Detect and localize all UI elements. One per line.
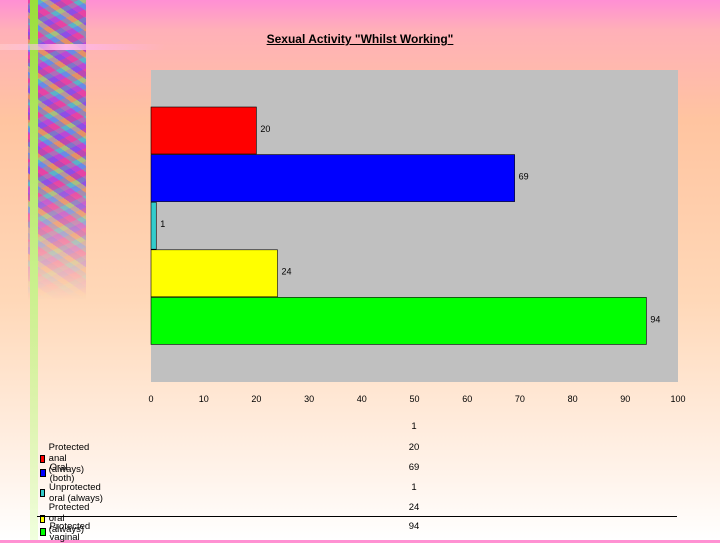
decorative-vertical-bar: [30, 0, 38, 540]
x-tick-label: 50: [409, 394, 419, 404]
legend-swatch: [40, 454, 45, 463]
table-row-label: Protected anal (always): [48, 442, 90, 475]
x-tick-label: 0: [148, 394, 153, 404]
bar-5: [150, 297, 647, 345]
data-label: 1: [160, 219, 165, 229]
x-tick-label: 90: [620, 394, 630, 404]
x-tick-label: 80: [568, 394, 578, 404]
bar-2: [150, 154, 515, 202]
table-row-label: Protected vaginal: [49, 521, 91, 543]
x-tick-label: 60: [462, 394, 472, 404]
decorative-horizontal-bar: [0, 44, 165, 50]
table-row-protected-vaginal: Protected vaginal: [40, 521, 93, 543]
table-row-value: 69: [408, 462, 420, 473]
data-label: 94: [650, 314, 660, 324]
legend-swatch: [40, 528, 46, 536]
table-row-label: Unprotected oral (always): [49, 482, 103, 504]
legend-swatch: [40, 489, 46, 497]
table-header-value: 1: [411, 421, 417, 432]
x-tick-label: 10: [199, 394, 209, 404]
x-tick-label: 70: [515, 394, 525, 404]
legend-swatch: [40, 514, 45, 523]
table-row-label: Protected oral (always): [48, 502, 90, 535]
table-row-protected-anal: Protected anal (always): [40, 442, 93, 475]
data-label: 24: [281, 267, 291, 277]
bar-1: [150, 106, 257, 155]
x-tick-label: 40: [357, 394, 367, 404]
table-row-value: 1: [411, 482, 417, 493]
table-row-unprotected-oral: Unprotected oral (always): [40, 482, 104, 504]
x-tick-label: 100: [670, 394, 685, 404]
bar-4: [150, 249, 278, 298]
table-row-value: 20: [408, 442, 420, 453]
table-row-value: 94: [408, 521, 420, 532]
table-divider: [37, 516, 677, 517]
data-label: 20: [260, 124, 270, 134]
data-label: 69: [519, 171, 529, 181]
x-tick-label: 30: [304, 394, 314, 404]
table-row-oral-both: Oral (both): [40, 462, 77, 484]
x-tick-label: 20: [251, 394, 261, 404]
table-row-protected-oral: Protected oral (always): [40, 502, 93, 535]
chart-title: Sexual Activity "Whilst Working": [266, 32, 454, 46]
bar-3: [150, 201, 157, 250]
legend-swatch: [40, 469, 46, 477]
table-row-label: Oral (both): [49, 462, 75, 484]
table-row-value: 24: [408, 502, 420, 513]
